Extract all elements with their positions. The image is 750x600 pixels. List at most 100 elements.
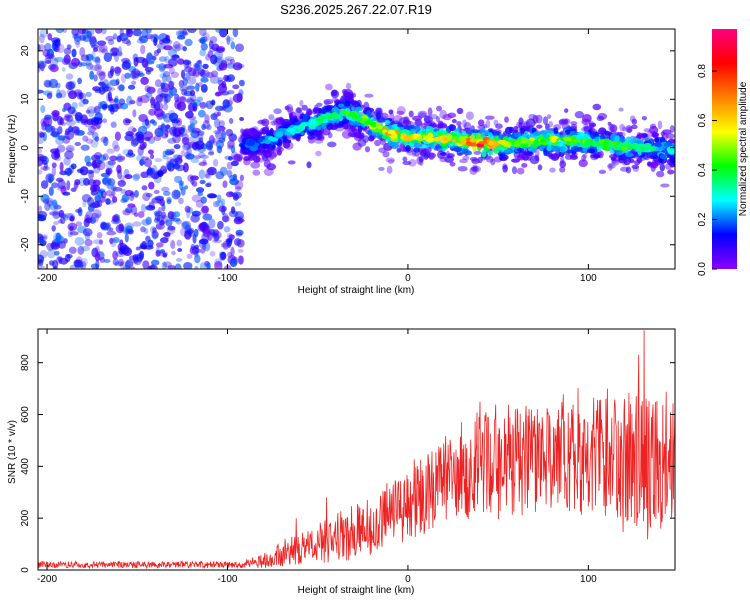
spectrogram-cell xyxy=(226,162,233,170)
spectrogram-cell xyxy=(234,186,242,192)
spectrogram-cell xyxy=(44,53,55,60)
spectrogram-cell xyxy=(79,46,86,57)
spectrogram-cell xyxy=(189,89,196,97)
spectrogram-cell xyxy=(185,110,194,119)
spectrogram-cell xyxy=(236,92,243,103)
spectrogram-cell xyxy=(40,193,50,203)
spectrogram-cell xyxy=(190,158,200,164)
spectrogram-cell xyxy=(131,80,137,86)
spectrogram-cell xyxy=(198,152,206,158)
spectrogram-cell xyxy=(145,216,152,225)
spectrogram-cell xyxy=(177,58,185,65)
spectrogram-cell xyxy=(548,120,554,128)
spectrogram-cell xyxy=(105,222,112,232)
spectrogram-cell xyxy=(48,186,54,196)
spectrogram-cell xyxy=(43,234,48,239)
spectrogram-cell xyxy=(184,38,193,47)
spectrogram-cell xyxy=(84,239,93,247)
spectrogram-cell xyxy=(614,135,620,143)
spectrogram-cell xyxy=(119,260,127,269)
spectrogram-cell xyxy=(53,56,64,63)
spectrogram-cell xyxy=(413,147,421,153)
spectrogram-cell xyxy=(413,143,423,148)
spectrogram-cell xyxy=(202,229,211,238)
spectrogram-cell xyxy=(58,209,65,218)
spectrogram-cell xyxy=(462,148,469,155)
spectrogram-cell xyxy=(237,248,244,253)
spectrogram-cell xyxy=(560,156,565,164)
spectrogram-cell xyxy=(95,56,101,66)
spectrogram-cell xyxy=(343,123,349,130)
spectrogram-cell xyxy=(513,141,521,148)
spectrogram-cell xyxy=(39,235,48,241)
spectrogram-cell xyxy=(61,58,71,66)
spectrogram-cell xyxy=(519,127,526,133)
spectrogram-cell xyxy=(564,118,569,125)
spectrogram-xlabel: Height of straight line (km) xyxy=(298,285,415,296)
spectrogram-cell xyxy=(150,33,160,43)
spectrogram-cell xyxy=(570,146,580,152)
spectrogram-cell xyxy=(388,109,394,115)
spectrogram-cell xyxy=(608,162,613,171)
spectrogram-cell xyxy=(57,240,66,249)
spectrogram-ytick-label: 20 xyxy=(20,45,31,57)
spectrogram-cell xyxy=(66,114,74,123)
spectrogram-cell xyxy=(102,103,108,111)
spectrogram-cell xyxy=(126,40,132,46)
spectrogram-cell xyxy=(296,107,303,114)
spectrogram-cell xyxy=(141,240,148,250)
spectrogram-cell xyxy=(59,161,64,172)
spectrogram-cell xyxy=(159,220,165,226)
spectrogram-cell xyxy=(516,167,525,175)
spectrogram-cell xyxy=(132,174,140,182)
spectrogram-cell xyxy=(121,194,130,203)
spectrogram-cell xyxy=(51,225,56,232)
spectrogram-cell xyxy=(161,186,170,192)
spectrogram-cell xyxy=(94,252,101,262)
spectrogram-cell xyxy=(63,157,71,166)
spectrogram-cell xyxy=(426,137,435,143)
spectrogram-cell xyxy=(186,29,197,34)
spectrogram-cell xyxy=(93,74,98,82)
spectrogram-cell xyxy=(436,105,442,112)
spectrogram-cell xyxy=(320,127,331,136)
spectrogram-cell xyxy=(94,136,100,142)
spectrogram-cell xyxy=(131,68,141,79)
spectrogram-cell xyxy=(140,171,149,179)
snr-ytick-label: 200 xyxy=(20,509,31,526)
spectrogram-cell xyxy=(222,212,229,223)
spectrogram-cell xyxy=(216,47,225,53)
spectrogram-cell xyxy=(210,70,219,78)
spectrogram-cell xyxy=(204,114,210,124)
spectrogram-cell xyxy=(387,129,396,135)
spectrogram-cell xyxy=(212,158,219,167)
spectrogram-cell xyxy=(607,121,612,126)
spectrogram-cell xyxy=(173,144,181,150)
spectrogram-cell xyxy=(197,130,205,136)
spectrogram-cell xyxy=(400,132,407,138)
spectrogram-cell xyxy=(247,156,255,161)
spectrogram-cell xyxy=(324,105,332,112)
spectrogram-cells xyxy=(38,29,675,269)
spectrogram-cell xyxy=(51,162,57,169)
spectrogram-cell xyxy=(81,29,89,35)
spectrogram-cell xyxy=(132,127,137,133)
spectrogram-cell xyxy=(150,226,157,234)
spectrogram-cell xyxy=(118,98,126,106)
spectrogram-cell xyxy=(235,229,244,236)
spectrogram-cell xyxy=(154,157,163,163)
spectrogram-cell xyxy=(485,119,491,129)
spectrogram-cell xyxy=(456,121,462,126)
spectrogram-cell xyxy=(592,103,602,111)
spectrogram-cell xyxy=(257,137,264,143)
spectrogram-cell xyxy=(195,60,202,71)
spectrogram-cell xyxy=(208,149,214,155)
snr-xtick-label: 0 xyxy=(405,574,411,585)
spectrogram-cell xyxy=(80,245,91,252)
spectrogram-cell xyxy=(175,219,182,225)
spectrogram-cell xyxy=(133,212,139,217)
spectrogram-cell xyxy=(170,239,176,250)
spectrogram-xtick-label: 100 xyxy=(580,273,597,284)
spectrogram-cell xyxy=(182,46,187,52)
